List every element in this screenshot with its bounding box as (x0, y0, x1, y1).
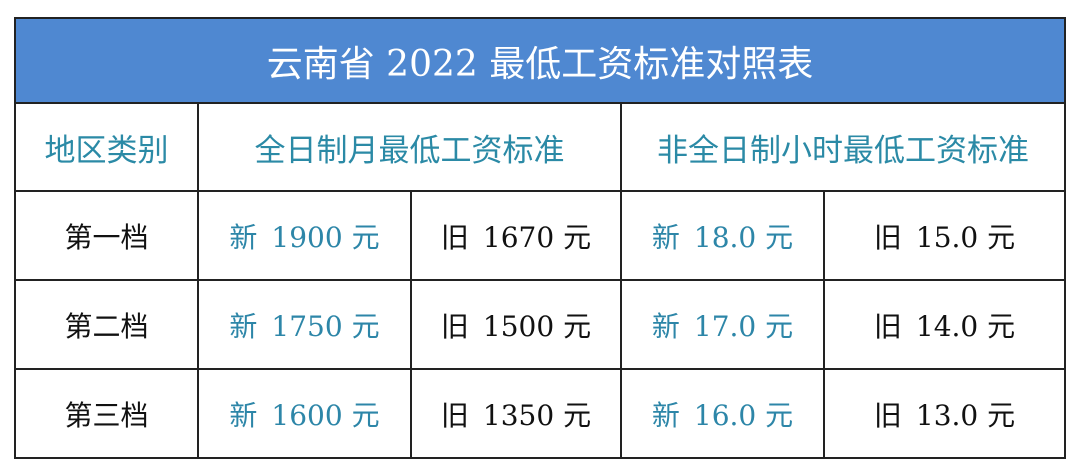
old-label: 旧 (873, 220, 902, 254)
monthly-old: 旧 1670 元 (410, 190, 622, 281)
monthly-new: 新 1600 元 (197, 368, 412, 459)
hourly-old: 旧 14.0 元 (823, 279, 1066, 370)
header-row: 地区类别 全日制月最低工资标准 非全日制小时最低工资标准 (14, 102, 1066, 192)
header-hourly: 非全日制小时最低工资标准 (620, 102, 1066, 192)
value: 1350 元 (482, 398, 592, 432)
title-row: 云南省 2022 最低工资标准对照表 (14, 17, 1066, 104)
monthly-old: 旧 1350 元 (410, 368, 622, 459)
new-label: 新 (651, 220, 680, 254)
minimum-wage-table: 云南省 2022 最低工资标准对照表 地区类别 全日制月最低工资标准 非全日制小… (14, 17, 1066, 459)
old-label: 旧 (440, 398, 469, 432)
hourly-new: 新 17.0 元 (620, 279, 825, 370)
hourly-old: 旧 13.0 元 (823, 368, 1066, 459)
new-label: 新 (229, 220, 258, 254)
hourly-new: 新 18.0 元 (620, 190, 825, 281)
value: 1600 元 (271, 398, 380, 432)
old-label: 旧 (873, 398, 902, 432)
hourly-new: 新 16.0 元 (620, 368, 825, 459)
value: 18.0 元 (693, 220, 794, 254)
old-label: 旧 (440, 309, 469, 343)
value: 17.0 元 (693, 309, 794, 343)
value: 15.0 元 (915, 220, 1016, 254)
table-row: 第三档 新 1600 元 旧 1350 元 新 16.0 元 旧 13.0 元 (14, 368, 1066, 459)
value: 13.0 元 (915, 398, 1016, 432)
hourly-old: 旧 15.0 元 (823, 190, 1066, 281)
monthly-old: 旧 1500 元 (410, 279, 622, 370)
table-row: 第二档 新 1750 元 旧 1500 元 新 17.0 元 旧 14.0 元 (14, 279, 1066, 370)
table-row: 第一档 新 1900 元 旧 1670 元 新 18.0 元 旧 15.0 元 (14, 190, 1066, 281)
header-monthly: 全日制月最低工资标准 (197, 102, 622, 192)
value: 1670 元 (482, 220, 592, 254)
value: 1900 元 (271, 220, 380, 254)
old-label: 旧 (873, 309, 902, 343)
monthly-new: 新 1750 元 (197, 279, 412, 370)
tier-label: 第一档 (14, 190, 199, 281)
new-label: 新 (229, 309, 258, 343)
old-label: 旧 (440, 220, 469, 254)
value: 16.0 元 (693, 398, 794, 432)
new-label: 新 (229, 398, 258, 432)
value: 14.0 元 (915, 309, 1016, 343)
tier-label: 第三档 (14, 368, 199, 459)
tier-label: 第二档 (14, 279, 199, 370)
header-region: 地区类别 (14, 102, 199, 192)
monthly-new: 新 1900 元 (197, 190, 412, 281)
new-label: 新 (651, 398, 680, 432)
table-title: 云南省 2022 最低工资标准对照表 (14, 17, 1066, 104)
new-label: 新 (651, 309, 680, 343)
value: 1500 元 (482, 309, 592, 343)
value: 1750 元 (271, 309, 380, 343)
